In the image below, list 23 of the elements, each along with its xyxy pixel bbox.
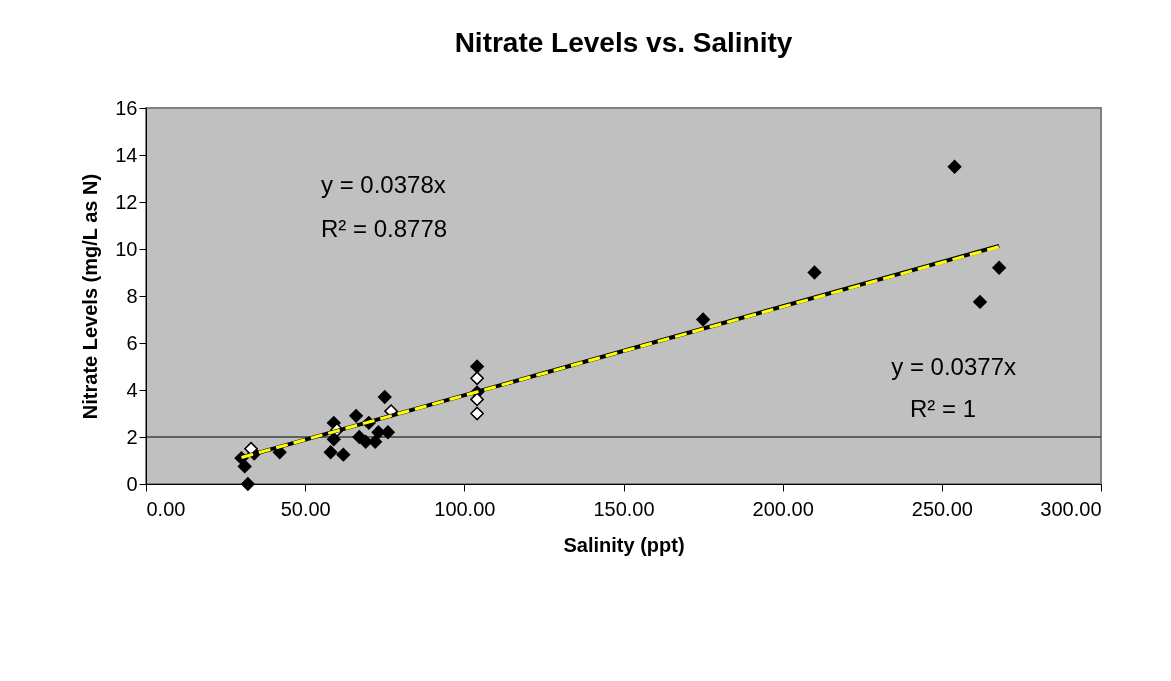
y-tick-label: 10 [115,237,138,260]
y-tick-label: 2 [126,425,138,448]
annotation: y = 0.0377x [891,353,1016,380]
x-tick-label: 150.00 [593,497,655,520]
x-tick-label: 200.00 [752,497,814,520]
annotation: R² = 0.8778 [321,215,448,242]
y-tick-label: 14 [115,143,138,166]
x-tick-label: 250.00 [911,497,973,520]
y-tick-label: 12 [115,190,138,213]
x-tick-label: 300.00 [1040,497,1102,520]
y-tick-label: 0 [126,472,138,495]
y-tick-label: 4 [126,378,138,401]
chart-title: Nitrate Levels vs. Salinity [454,27,793,58]
annotation: y = 0.0378x [321,171,446,198]
y-axis-title: Nitrate Levels (mg/L as N) [79,173,102,420]
x-tick-label: 50.00 [280,497,331,520]
y-tick-label: 16 [115,96,138,119]
y-tick-label: 8 [126,284,138,307]
x-axis-title: Salinity (ppt) [563,533,685,556]
x-tick-label: 0.00 [146,497,186,520]
y-tick-label: 6 [126,331,138,354]
annotation: R² = 1 [909,395,976,422]
x-tick-label: 100.00 [434,497,496,520]
